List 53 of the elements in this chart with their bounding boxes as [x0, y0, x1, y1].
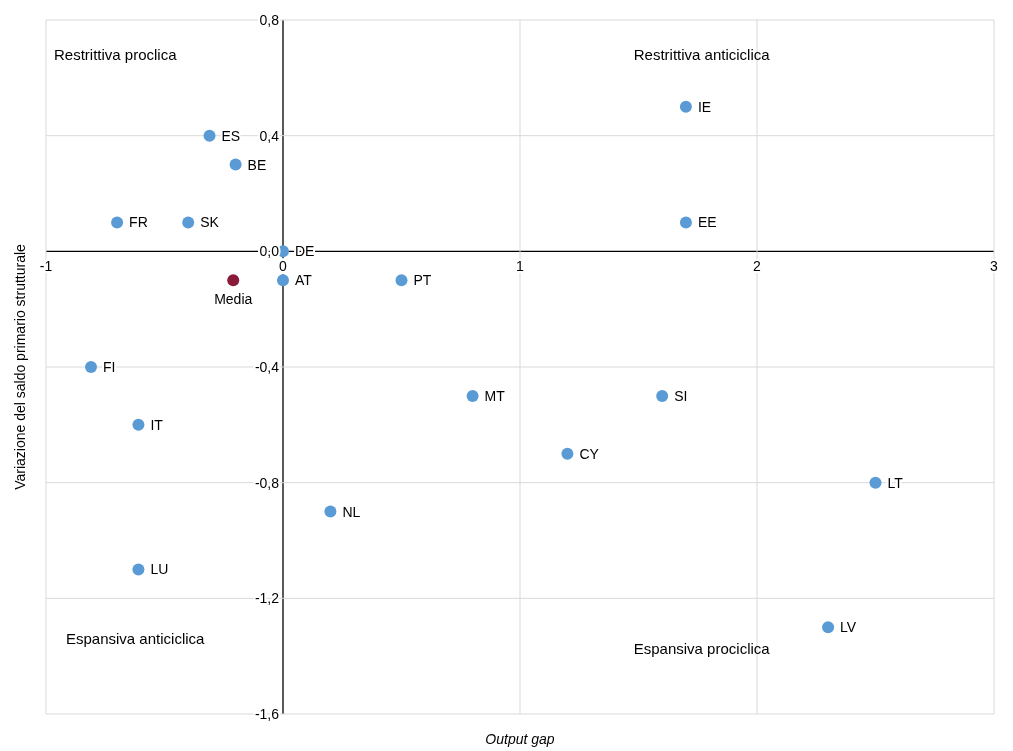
- point: [561, 447, 574, 460]
- series-label: PT: [413, 272, 432, 289]
- annotation: Restrittiva proclica: [54, 46, 178, 63]
- point: [395, 274, 408, 287]
- y-tick-label: 0,4: [259, 127, 280, 144]
- series-label: LU: [150, 561, 169, 578]
- point: [869, 476, 882, 489]
- point: [679, 100, 692, 113]
- point: [132, 418, 145, 431]
- point: [679, 216, 692, 229]
- point: [132, 563, 145, 576]
- point: [229, 158, 242, 171]
- series-label: MT: [484, 387, 506, 404]
- x-tick-label: 3: [990, 258, 999, 275]
- point: [227, 274, 240, 287]
- point: [822, 621, 835, 634]
- series-label: FR: [129, 214, 148, 231]
- annotation: Espansiva prociclica: [633, 640, 771, 657]
- point: [111, 216, 124, 229]
- y-tick-label: -0,4: [254, 359, 280, 375]
- point: [85, 361, 98, 373]
- x-tick-label: -1: [39, 258, 53, 275]
- x-tick-label: 2: [753, 258, 762, 275]
- series-label: CY: [579, 445, 600, 462]
- x-tick-label: 1: [516, 258, 525, 275]
- series-label: Media: [214, 291, 253, 308]
- series-label: IT: [150, 416, 164, 433]
- series-label: ES: [221, 127, 241, 144]
- series-label: LT: [887, 474, 904, 491]
- point: [324, 505, 337, 518]
- point: [656, 389, 669, 402]
- series-label: SK: [200, 214, 220, 231]
- point: [182, 216, 195, 229]
- y-axis-title: Variazione del saldo primario strutturale: [11, 243, 28, 490]
- series-label: SI: [674, 387, 688, 404]
- x-tick-label: 0: [279, 258, 288, 275]
- point: [277, 274, 289, 287]
- y-tick-label: -0,8: [254, 474, 280, 491]
- series-label: IE: [697, 98, 712, 115]
- series-label: FI: [103, 359, 116, 375]
- point: [466, 389, 479, 402]
- y-tick-label: -1,2: [254, 590, 280, 607]
- series-label: NL: [342, 503, 361, 520]
- series-label: BE: [247, 156, 267, 173]
- series-label: EE: [697, 214, 717, 231]
- y-tick-label: -1,6: [254, 706, 280, 722]
- x-axis-title: Output gap: [485, 731, 555, 747]
- point: [203, 129, 216, 142]
- series-label: AT: [295, 272, 313, 289]
- annotation: Espansiva anticiclica: [66, 630, 206, 647]
- series-label: LV: [840, 619, 857, 636]
- annotation: Restrittiva anticiclica: [633, 46, 771, 63]
- y-tick-label: 0,8: [259, 12, 280, 28]
